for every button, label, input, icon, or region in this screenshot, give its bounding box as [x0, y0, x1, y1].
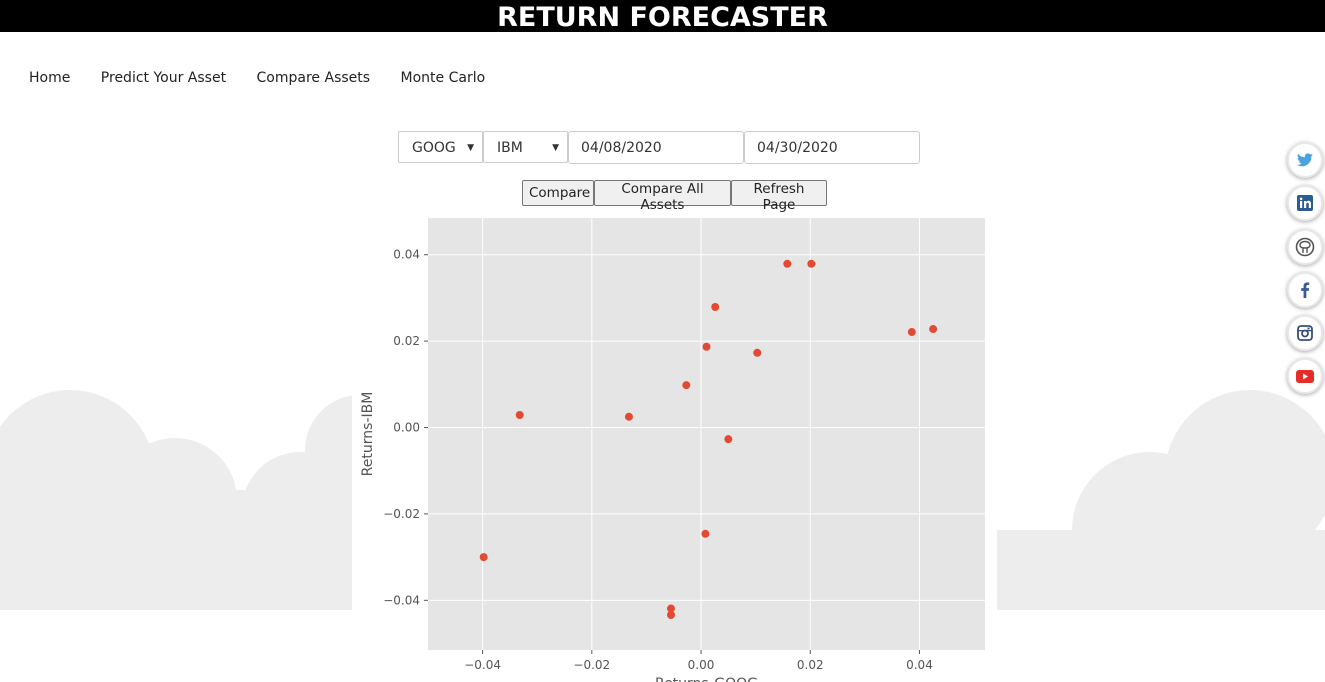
- data-point: [907, 328, 916, 337]
- page-title: RETURN FORECASTER: [0, 0, 1325, 32]
- plot-background: [428, 218, 985, 650]
- y-axis-label: Returns-IBM: [360, 392, 376, 477]
- github-icon: [1295, 237, 1315, 257]
- social-twitter[interactable]: [1287, 142, 1323, 178]
- social-youtube[interactable]: [1287, 358, 1323, 394]
- asset2-select[interactable]: IBM ▼: [483, 131, 568, 163]
- data-point: [682, 381, 691, 390]
- social-facebook[interactable]: [1287, 272, 1323, 308]
- y-tick-label: −0.02: [383, 507, 420, 521]
- data-point: [479, 553, 488, 562]
- y-tick-label: 0.00: [393, 421, 420, 435]
- compare-button[interactable]: Compare: [522, 180, 594, 206]
- nav-item-home[interactable]: Home: [29, 70, 71, 86]
- data-point: [624, 412, 633, 421]
- chevron-down-icon: ▼: [552, 143, 559, 153]
- data-point: [929, 325, 938, 334]
- x-tick-label: −0.02: [573, 658, 610, 672]
- data-point: [701, 529, 710, 538]
- data-point: [753, 348, 762, 357]
- facebook-icon: [1301, 282, 1310, 298]
- data-point: [515, 410, 524, 419]
- twitter-icon: [1297, 153, 1313, 167]
- nav-item-monte-carlo[interactable]: Monte Carlo: [400, 70, 486, 86]
- start-date-input[interactable]: [568, 131, 744, 164]
- y-tick-label: 0.02: [393, 334, 420, 348]
- nav-bar: Home Predict Your Asset Compare Assets M…: [29, 70, 511, 86]
- x-tick-label: 0.02: [797, 658, 824, 672]
- x-tick-label: 0.04: [906, 658, 933, 672]
- x-axis-label: Returns-GOOG: [655, 676, 758, 682]
- y-tick-label: 0.04: [393, 248, 420, 262]
- social-linkedin[interactable]: [1287, 185, 1323, 221]
- nav-item-predict-your-asset[interactable]: Predict Your Asset: [100, 70, 227, 86]
- data-point: [783, 259, 792, 268]
- refresh-page-button[interactable]: Refresh Page: [731, 180, 827, 213]
- social-instagram[interactable]: [1287, 315, 1323, 351]
- end-date-input[interactable]: [744, 131, 920, 164]
- data-point: [807, 259, 816, 268]
- linkedin-icon: [1297, 195, 1313, 211]
- scatter-chart-svg: −0.04 −0.02 0.00 0.02 0.04 0.04 0.02 0.00 −0.02 −…: [360, 218, 985, 682]
- x-tick-label: 0.00: [688, 658, 715, 672]
- data-point: [711, 302, 720, 311]
- asset1-select[interactable]: GOOG ▼: [398, 131, 483, 163]
- data-point: [724, 435, 733, 444]
- compare-all-assets-button[interactable]: Compare All Assets: [594, 180, 731, 213]
- data-point: [702, 342, 711, 351]
- data-point: [667, 604, 676, 613]
- asset2-select-value: IBM: [497, 140, 523, 156]
- x-tick-label: −0.04: [464, 658, 501, 672]
- scatter-chart: −0.04 −0.02 0.00 0.02 0.04 0.04 0.02 0.00 −0.02 −…: [352, 208, 997, 682]
- nav-item-compare-assets[interactable]: Compare Assets: [256, 70, 371, 86]
- social-github[interactable]: [1287, 229, 1323, 265]
- youtube-icon: [1296, 369, 1314, 383]
- chevron-down-icon: ▼: [467, 143, 474, 153]
- asset1-select-value: GOOG: [412, 140, 456, 156]
- data-point: [667, 611, 676, 620]
- instagram-icon: [1297, 325, 1313, 341]
- y-tick-label: −0.04: [383, 593, 420, 607]
